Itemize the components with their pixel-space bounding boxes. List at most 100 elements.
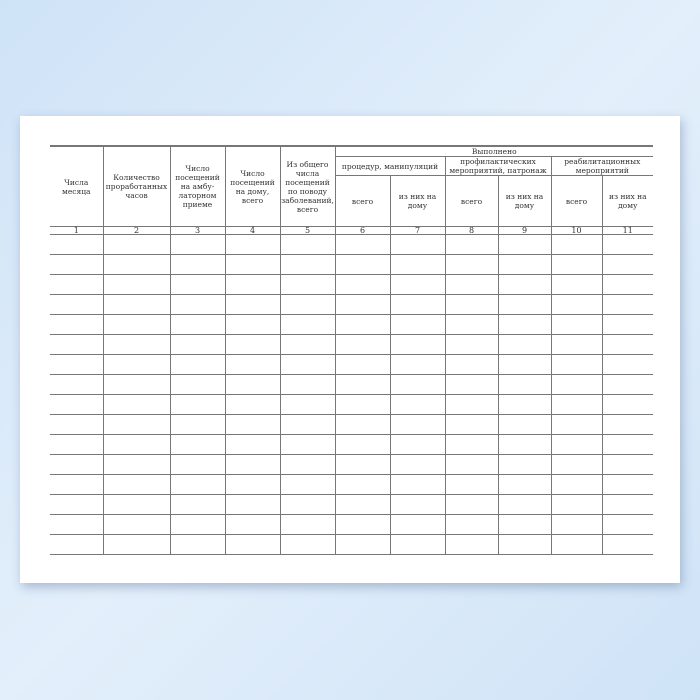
- table-cell[interactable]: [497, 354, 552, 375]
- table-cell[interactable]: [334, 454, 391, 475]
- table-cell[interactable]: [224, 254, 281, 275]
- table-cell[interactable]: [279, 334, 336, 355]
- table-cell[interactable]: [334, 374, 391, 395]
- table-cell[interactable]: [389, 474, 446, 495]
- table-cell[interactable]: [279, 434, 336, 455]
- table-cell[interactable]: [50, 314, 104, 335]
- table-cell[interactable]: [497, 334, 552, 355]
- table-cell[interactable]: [50, 254, 104, 275]
- table-cell[interactable]: [497, 534, 552, 555]
- table-cell[interactable]: [50, 494, 104, 515]
- table-cell[interactable]: [497, 494, 552, 515]
- table-cell[interactable]: [224, 294, 281, 315]
- table-cell[interactable]: [224, 534, 281, 555]
- table-cell[interactable]: [279, 494, 336, 515]
- table-cell[interactable]: [389, 314, 446, 335]
- table-cell[interactable]: [601, 334, 654, 355]
- table-cell[interactable]: [550, 394, 603, 415]
- table-cell[interactable]: [50, 374, 104, 395]
- table-cell[interactable]: [334, 514, 391, 535]
- table-cell[interactable]: [169, 334, 226, 355]
- table-cell[interactable]: [279, 394, 336, 415]
- table-cell[interactable]: [389, 374, 446, 395]
- table-cell[interactable]: [50, 454, 104, 475]
- table-cell[interactable]: [601, 414, 654, 435]
- table-cell[interactable]: [550, 434, 603, 455]
- table-cell[interactable]: [102, 274, 171, 295]
- table-cell[interactable]: [102, 314, 171, 335]
- table-cell[interactable]: [50, 354, 104, 375]
- table-cell[interactable]: [334, 414, 391, 435]
- table-cell[interactable]: [334, 474, 391, 495]
- table-cell[interactable]: [169, 374, 226, 395]
- table-cell[interactable]: [50, 434, 104, 455]
- table-cell[interactable]: [102, 434, 171, 455]
- table-cell[interactable]: [444, 314, 499, 335]
- table-cell[interactable]: [102, 254, 171, 275]
- table-cell[interactable]: [389, 354, 446, 375]
- table-cell[interactable]: [601, 234, 654, 255]
- table-cell[interactable]: [444, 274, 499, 295]
- table-cell[interactable]: [497, 254, 552, 275]
- table-cell[interactable]: [169, 314, 226, 335]
- table-cell[interactable]: [444, 394, 499, 415]
- table-cell[interactable]: [601, 394, 654, 415]
- table-cell[interactable]: [169, 514, 226, 535]
- table-cell[interactable]: [279, 374, 336, 395]
- table-cell[interactable]: [497, 394, 552, 415]
- table-cell[interactable]: [550, 314, 603, 335]
- table-cell[interactable]: [497, 454, 552, 475]
- table-cell[interactable]: [169, 234, 226, 255]
- table-cell[interactable]: [224, 414, 281, 435]
- table-cell[interactable]: [601, 354, 654, 375]
- table-cell[interactable]: [102, 454, 171, 475]
- table-cell[interactable]: [444, 354, 499, 375]
- table-cell[interactable]: [497, 234, 552, 255]
- table-cell[interactable]: [444, 334, 499, 355]
- table-cell[interactable]: [50, 414, 104, 435]
- table-cell[interactable]: [444, 454, 499, 475]
- table-cell[interactable]: [497, 374, 552, 395]
- table-cell[interactable]: [550, 374, 603, 395]
- table-cell[interactable]: [224, 514, 281, 535]
- table-cell[interactable]: [389, 294, 446, 315]
- table-cell[interactable]: [601, 494, 654, 515]
- table-cell[interactable]: [334, 314, 391, 335]
- table-cell[interactable]: [169, 494, 226, 515]
- table-cell[interactable]: [279, 474, 336, 495]
- table-cell[interactable]: [169, 254, 226, 275]
- table-cell[interactable]: [169, 354, 226, 375]
- table-cell[interactable]: [102, 334, 171, 355]
- table-cell[interactable]: [550, 474, 603, 495]
- table-cell[interactable]: [334, 534, 391, 555]
- table-cell[interactable]: [550, 454, 603, 475]
- table-cell[interactable]: [224, 354, 281, 375]
- table-cell[interactable]: [50, 514, 104, 535]
- table-cell[interactable]: [279, 314, 336, 335]
- table-cell[interactable]: [169, 274, 226, 295]
- table-cell[interactable]: [50, 294, 104, 315]
- table-cell[interactable]: [550, 234, 603, 255]
- table-cell[interactable]: [102, 514, 171, 535]
- table-cell[interactable]: [601, 294, 654, 315]
- table-cell[interactable]: [550, 514, 603, 535]
- table-cell[interactable]: [601, 434, 654, 455]
- table-cell[interactable]: [50, 394, 104, 415]
- table-cell[interactable]: [497, 294, 552, 315]
- table-cell[interactable]: [444, 374, 499, 395]
- table-cell[interactable]: [102, 414, 171, 435]
- table-cell[interactable]: [601, 534, 654, 555]
- table-cell[interactable]: [169, 294, 226, 315]
- table-cell[interactable]: [601, 474, 654, 495]
- table-cell[interactable]: [334, 254, 391, 275]
- table-cell[interactable]: [601, 374, 654, 395]
- table-cell[interactable]: [389, 414, 446, 435]
- table-cell[interactable]: [224, 274, 281, 295]
- table-cell[interactable]: [102, 294, 171, 315]
- table-cell[interactable]: [279, 234, 336, 255]
- table-cell[interactable]: [169, 394, 226, 415]
- table-cell[interactable]: [389, 334, 446, 355]
- table-cell[interactable]: [334, 394, 391, 415]
- table-cell[interactable]: [102, 494, 171, 515]
- table-cell[interactable]: [224, 454, 281, 475]
